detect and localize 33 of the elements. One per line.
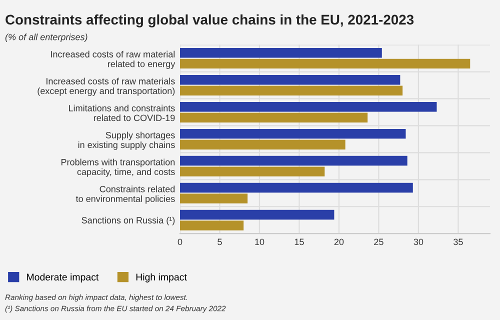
bar	[180, 58, 470, 69]
y-tick-label: Increased costs of raw material related to energy	[51, 50, 176, 69]
bar	[180, 112, 368, 122]
bar	[180, 86, 403, 96]
x-tick-label: 25	[374, 238, 384, 246]
chart-title: Constraints affecting global value chains in the EU, 2021-2023	[6, 14, 414, 28]
text: (% of all enterprises)	[5, 34, 88, 42]
y-tick-label: Increased costs of raw materials (except energy and transportation)	[38, 78, 175, 96]
x-tick-label: 5	[218, 238, 222, 246]
bar	[180, 48, 382, 58]
bar	[180, 156, 408, 166]
x-tick-label: 20	[334, 238, 344, 246]
bar	[180, 140, 346, 150]
x-tick-label: 10	[255, 238, 264, 246]
y-tick-label: Limitations and constraints related to COVID-19	[69, 104, 175, 122]
bar	[180, 220, 244, 230]
bar	[180, 75, 400, 85]
bar	[180, 128, 406, 139]
y-tick-label: Sanctions on Russia (¹)	[82, 216, 175, 226]
x-tick-label: 30	[414, 238, 424, 246]
bar	[180, 210, 334, 220]
bar	[180, 102, 437, 112]
bar	[180, 166, 325, 176]
x-tick-label: 15	[294, 238, 304, 246]
bar	[180, 194, 248, 204]
legend-label: Moderate impact	[27, 273, 99, 282]
x-tick-label: 0	[178, 238, 182, 246]
x-tick-label: 35	[454, 238, 463, 246]
y-tick-label: Constraints related to environmental policies	[76, 186, 175, 204]
y-tick-label: Problems with transportation capacity, time, and costs	[61, 158, 175, 177]
y-tick-label: Supply shortages in existing supply chains	[78, 132, 175, 150]
bar	[180, 182, 413, 193]
legend-label: High impact	[136, 273, 187, 282]
